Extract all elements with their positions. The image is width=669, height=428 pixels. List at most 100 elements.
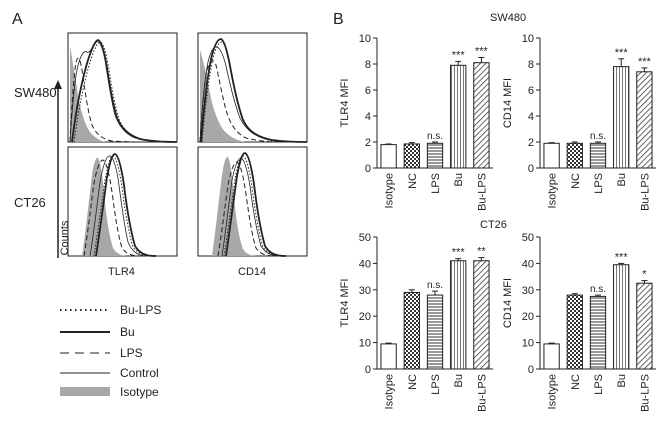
isotype-curve	[200, 50, 245, 142]
category-label: NC	[407, 173, 419, 189]
histogram-cd14-sw480	[197, 32, 308, 143]
y-tick-label: 8	[365, 59, 371, 71]
y-tick-label: 4	[365, 111, 371, 123]
category-label: Bu-LPS	[639, 173, 651, 211]
category-label: Isotype	[384, 374, 396, 409]
bar-bu	[613, 264, 630, 370]
legend-label-bu: Bu	[120, 325, 135, 339]
y-tick-label: 40	[359, 258, 371, 270]
y-tick-label: 20	[522, 311, 534, 323]
significance-label: ***	[452, 247, 466, 259]
y-tick-label: 0	[528, 364, 534, 376]
y-tick-label: 40	[522, 258, 534, 270]
y-tick-label: 6	[528, 85, 534, 97]
significance-label: n.s.	[427, 131, 443, 142]
lps-curve	[69, 57, 151, 143]
y-tick-label: 10	[359, 338, 371, 350]
category-label: Isotype	[384, 173, 396, 208]
category-label: Bu	[616, 374, 628, 387]
legend: Bu-LPS Bu LPS Control Isotype	[60, 303, 161, 399]
bar-bu-lps	[473, 62, 490, 169]
category-label: LPS	[430, 374, 442, 395]
bar-chart-ct26-cd14: 0 10 20 30 40 50 CD14 MFI Isotype NC n.s. LPS *** Bu…	[502, 232, 656, 412]
lps-curve	[217, 161, 277, 257]
category-label: LPS	[593, 374, 605, 395]
bar-bu	[450, 260, 467, 370]
isotype-curve	[70, 46, 106, 142]
y-tick-label: 4	[528, 111, 534, 123]
significance-label: **	[477, 246, 486, 258]
y-tick-label: 50	[522, 232, 534, 244]
category-label: Bu-LPS	[476, 374, 488, 412]
category-label: LPS	[593, 173, 605, 194]
bu-curve	[95, 153, 157, 257]
y-tick-label: 0	[365, 364, 371, 376]
bar-bu-lps	[636, 282, 653, 370]
significance-label: ***	[452, 49, 466, 61]
y-tick-label: 10	[359, 33, 371, 45]
bu-lps-curve	[201, 41, 308, 143]
significance-label: ***	[475, 46, 489, 58]
significance-label: n.s.	[590, 131, 606, 142]
bu-lps-curve	[223, 155, 285, 257]
significance-label: n.s.	[427, 280, 443, 291]
y-tick-label: 0	[365, 163, 371, 175]
y-axis-label: TLR4 MFI	[339, 279, 351, 328]
panel-b-title-sw480: SW480	[490, 12, 526, 24]
legend-label-lps: LPS	[120, 346, 143, 360]
y-axis-label: TLR4 MFI	[339, 79, 351, 128]
bar-bu	[613, 66, 630, 169]
y-tick-label: 10	[522, 33, 534, 45]
control-curve	[89, 155, 149, 257]
arrow-head-icon	[54, 80, 62, 89]
category-label: NC	[570, 173, 582, 189]
y-tick-label: 30	[522, 285, 534, 297]
lps-curve	[199, 60, 281, 143]
significance-label: ***	[638, 56, 652, 68]
category-label: Isotype	[547, 374, 559, 409]
y-tick-label: 10	[522, 338, 534, 350]
y-axis-label: CD14 MFI	[502, 278, 514, 328]
bar-chart-sw480-tlr4: 0 2 4 6 8 10 TLR4 MFI Isotype NC n.s. LPS *** Bu *** B…	[339, 33, 493, 211]
bar-chart-sw480-cd14: 0 2 4 6 8 10 CD14 MFI Isotype NC n.s. LPS *** Bu *** B…	[502, 33, 656, 211]
cell-label-ct26: CT26	[14, 195, 46, 210]
legend-label-control: Control	[120, 366, 159, 380]
y-tick-label: 0	[528, 163, 534, 175]
significance-label: n.s.	[590, 284, 606, 295]
y-tick-label: 30	[359, 285, 371, 297]
y-tick-label: 50	[359, 232, 371, 244]
legend-label-isotype: Isotype	[120, 385, 159, 399]
control-curve	[221, 157, 283, 257]
category-label: Bu	[616, 173, 628, 186]
legend-label-bu-lps: Bu-LPS	[120, 303, 161, 317]
category-label: NC	[570, 374, 582, 390]
y-tick-label: 8	[528, 59, 534, 71]
legend-swatch-isotype	[60, 387, 110, 396]
bar-bu-lps	[636, 71, 653, 169]
cell-label-sw480: SW480	[14, 85, 57, 100]
bar-nc	[566, 142, 583, 169]
category-label: Bu	[453, 173, 465, 186]
bu-curve	[71, 39, 178, 143]
category-label: LPS	[430, 173, 442, 194]
category-label: NC	[407, 374, 419, 390]
bar-nc	[403, 291, 420, 370]
bar-isotype	[543, 142, 560, 169]
significance-label: *	[642, 269, 647, 281]
control-curve	[69, 41, 178, 143]
category-label: Bu-LPS	[476, 173, 488, 211]
bar-bu-lps	[473, 260, 490, 370]
bar-lps	[426, 294, 444, 370]
x-axis-label-tlr4: TLR4	[108, 266, 135, 278]
x-axis-label-cd14: CD14	[238, 266, 266, 278]
y-tick-label: 2	[365, 137, 371, 149]
bu-lps-curve	[73, 41, 178, 143]
panel-b-title-ct26: CT26	[480, 219, 507, 231]
category-label: Bu-LPS	[639, 374, 651, 412]
bar-isotype	[543, 343, 560, 370]
bu-lps-curve	[93, 155, 155, 257]
bar-lps	[589, 295, 607, 370]
histogram-cd14-ct26	[197, 146, 308, 257]
